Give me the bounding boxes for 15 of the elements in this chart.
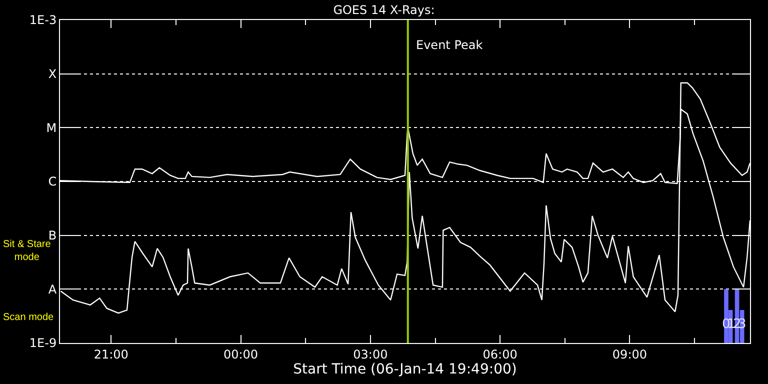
y-tick-label: A: [48, 282, 58, 296]
x-tick-label: 06:00: [482, 347, 518, 362]
x-tick-label: 03:00: [353, 347, 388, 362]
y-tick-label: C: [48, 174, 57, 189]
x-tick-label: 21:00: [94, 347, 128, 362]
x-tick-label: 00:00: [223, 347, 258, 362]
x-tick-label: 09:00: [612, 347, 648, 362]
y-tick-label: 1E-9: [29, 336, 57, 350]
y-tick-label: 1E-3: [29, 13, 57, 28]
y-tick-label: X: [48, 67, 57, 82]
chart-title: GOES 14 X-Rays:: [333, 3, 435, 18]
y-tick-label: M: [46, 120, 57, 135]
x-axis-title: Start Time (06-Jan-14 19:49:00): [293, 361, 517, 378]
text: Scan mode: [3, 312, 54, 323]
ref-line-label: Event Peak: [416, 38, 483, 52]
